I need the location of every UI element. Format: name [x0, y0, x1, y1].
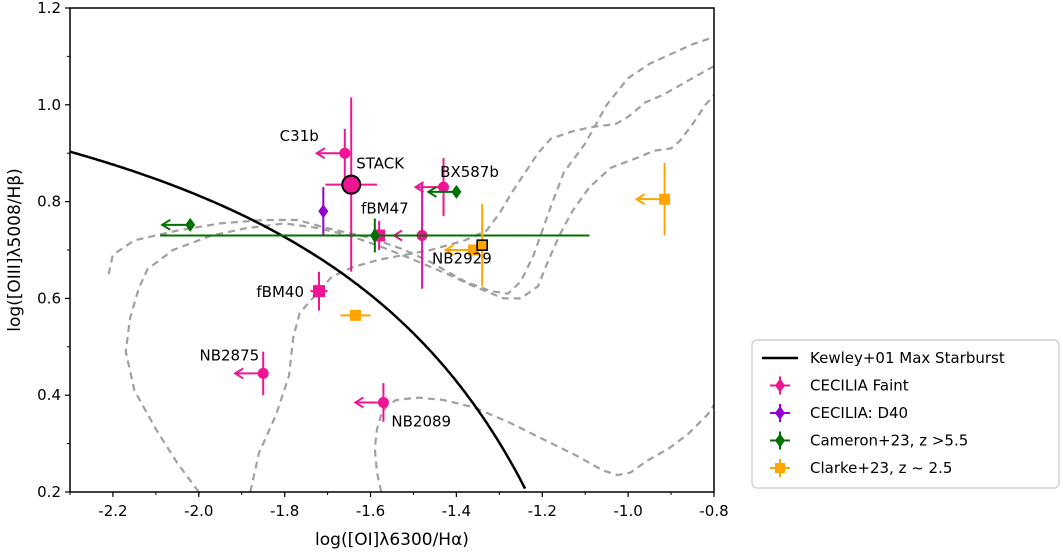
upper-limit-arrowhead	[426, 186, 437, 198]
x-tick-label: -1.0	[613, 502, 642, 520]
axes-layer: -2.2 -2.0 -1.8 -1.6 -1.4 -1.2 -1.0 -0.8 0.2 0.4 0.…	[37, 0, 729, 520]
x-tick-label: -1.6	[356, 502, 385, 520]
diamond-marker	[369, 228, 380, 243]
x-tick-label: -2.2	[98, 502, 127, 520]
kewley-curve-layer	[70, 150, 527, 490]
data-point	[314, 129, 351, 178]
legend-label: CECILIA: D40	[810, 404, 908, 422]
upper-limit-arrowhead	[634, 193, 646, 206]
upper-limit-arrowhead	[353, 396, 364, 409]
data-point	[318, 187, 329, 236]
x-tick-label: -2.0	[184, 502, 213, 520]
upper-limit-arrowhead	[413, 181, 425, 193]
data-point	[634, 162, 671, 236]
square-marker	[468, 244, 480, 256]
square-marker	[659, 193, 671, 205]
y-tick-label: 1.0	[37, 96, 61, 114]
y-tick-label: 0.4	[37, 386, 61, 404]
contour-outer	[107, 35, 714, 295]
data-point	[476, 204, 488, 287]
circle-marker	[377, 396, 389, 408]
kewley-curve	[70, 150, 527, 490]
x-tick-label: -1.8	[270, 502, 299, 520]
legend-label: Cameron+23, z >5.5	[810, 432, 968, 450]
contour-middle	[249, 65, 714, 492]
x-tick-label: -1.2	[528, 502, 557, 520]
legend-diamond-swatch	[775, 406, 785, 420]
upper-limit-arrowhead	[233, 367, 244, 380]
data-point	[413, 158, 450, 217]
y-axis-label: log([OIII]λ5008/Hβ)	[5, 168, 25, 332]
point-label: NB2089	[391, 412, 451, 430]
upper-limit-arrowhead	[160, 218, 171, 231]
x-tick-label: -1.4	[442, 502, 471, 520]
plus-marker	[313, 285, 326, 298]
upper-limit-arrowhead	[314, 147, 326, 160]
boxed-square-marker	[476, 239, 488, 251]
data-point	[353, 383, 389, 422]
point-label: STACK	[356, 155, 405, 173]
legend-diamond-swatch	[775, 433, 785, 448]
circle-marker	[257, 367, 269, 379]
density-contours	[107, 35, 714, 492]
point-label: fBM40	[256, 283, 304, 301]
point-label: C31b	[280, 127, 319, 145]
data-point	[340, 309, 371, 321]
contour-inner	[124, 94, 714, 492]
legend-square-swatch	[775, 463, 785, 473]
upper-limit-arrowhead	[443, 244, 455, 256]
y-tick-label: 0.2	[37, 483, 61, 501]
diamond-marker	[185, 217, 196, 232]
diamond-marker	[451, 184, 462, 199]
data-point	[310, 271, 328, 311]
data-point	[160, 218, 590, 253]
circle-marker	[438, 181, 450, 193]
square-marker	[350, 309, 362, 321]
stack-marker	[341, 174, 362, 195]
y-tick-label: 0.6	[37, 289, 61, 307]
legend-label: Kewley+01 Max Starburst	[810, 349, 1005, 367]
x-axis-label: log([OI]λ6300/Hα)	[315, 530, 469, 550]
point-label: NB2929	[432, 249, 492, 267]
data-point	[426, 184, 462, 199]
legend: Kewley+01 Max Starburst CECILIA Faint CECI…	[751, 339, 1060, 489]
data-point	[325, 97, 377, 272]
y-tick-label: 0.8	[37, 193, 61, 211]
y-tick-label: 1.2	[37, 0, 61, 17]
circle-marker	[339, 147, 351, 159]
diamond-marker	[318, 204, 329, 219]
legend-label: Clarke+23, z ~ 2.5	[810, 459, 952, 477]
data-point	[233, 351, 269, 396]
x-tick-label: -0.8	[699, 502, 728, 520]
point-label: fBM47	[361, 199, 409, 217]
legend-label: CECILIA Faint	[810, 377, 909, 395]
legend-box	[751, 339, 1060, 489]
point-label: NB2875	[200, 346, 260, 364]
legend-diamond-swatch	[775, 378, 785, 393]
data-points-layer: C31b BX587b NB2929 NB2875 NB2089 fBM47 fBM40 ST…	[160, 97, 671, 430]
contour-lower	[373, 396, 714, 492]
point-label: BX587b	[440, 163, 499, 181]
data-point	[443, 244, 480, 256]
data-point	[160, 217, 196, 232]
